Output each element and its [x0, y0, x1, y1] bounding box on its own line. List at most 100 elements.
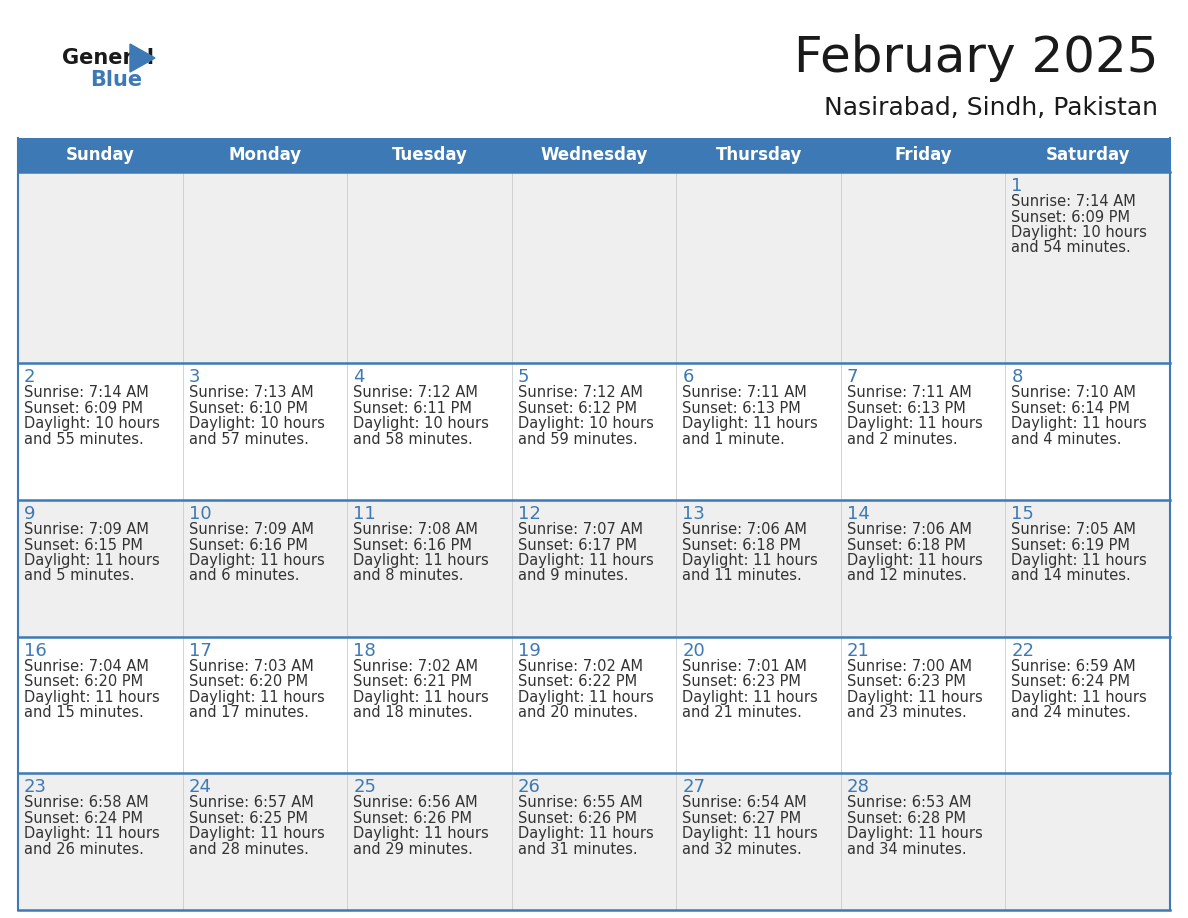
Text: Sunrise: 7:07 AM: Sunrise: 7:07 AM: [518, 522, 643, 537]
Text: 19: 19: [518, 642, 541, 660]
Text: 9: 9: [24, 505, 36, 523]
Text: Sunset: 6:13 PM: Sunset: 6:13 PM: [847, 401, 966, 416]
Text: and 55 minutes.: and 55 minutes.: [24, 431, 144, 447]
Text: and 2 minutes.: and 2 minutes.: [847, 431, 958, 447]
Text: Daylight: 10 hours: Daylight: 10 hours: [353, 417, 489, 431]
Text: Sunrise: 7:01 AM: Sunrise: 7:01 AM: [682, 659, 807, 674]
Text: and 9 minutes.: and 9 minutes.: [518, 568, 628, 584]
Text: 1: 1: [1011, 177, 1023, 195]
Text: Sunset: 6:20 PM: Sunset: 6:20 PM: [24, 674, 143, 689]
Text: Sunrise: 6:54 AM: Sunrise: 6:54 AM: [682, 795, 807, 811]
Text: Daylight: 11 hours: Daylight: 11 hours: [353, 553, 489, 568]
Text: Sunrise: 7:06 AM: Sunrise: 7:06 AM: [682, 522, 807, 537]
Text: Sunrise: 7:10 AM: Sunrise: 7:10 AM: [1011, 386, 1136, 400]
Text: Wednesday: Wednesday: [541, 146, 647, 164]
Text: Sunrise: 6:55 AM: Sunrise: 6:55 AM: [518, 795, 643, 811]
Text: 16: 16: [24, 642, 46, 660]
Text: Sunset: 6:12 PM: Sunset: 6:12 PM: [518, 401, 637, 416]
Text: 14: 14: [847, 505, 870, 523]
Text: Daylight: 11 hours: Daylight: 11 hours: [24, 689, 159, 705]
Text: Sunrise: 6:53 AM: Sunrise: 6:53 AM: [847, 795, 972, 811]
Text: Daylight: 11 hours: Daylight: 11 hours: [682, 417, 819, 431]
Text: Sunrise: 7:09 AM: Sunrise: 7:09 AM: [24, 522, 148, 537]
Text: Daylight: 11 hours: Daylight: 11 hours: [847, 826, 982, 841]
Text: 18: 18: [353, 642, 375, 660]
Text: and 26 minutes.: and 26 minutes.: [24, 842, 144, 856]
Text: and 11 minutes.: and 11 minutes.: [682, 568, 802, 584]
Text: and 18 minutes.: and 18 minutes.: [353, 705, 473, 720]
Text: Daylight: 11 hours: Daylight: 11 hours: [518, 689, 653, 705]
Text: and 15 minutes.: and 15 minutes.: [24, 705, 144, 720]
Text: 21: 21: [847, 642, 870, 660]
Text: 15: 15: [1011, 505, 1035, 523]
Text: Sunrise: 7:14 AM: Sunrise: 7:14 AM: [1011, 194, 1136, 209]
Text: Daylight: 11 hours: Daylight: 11 hours: [1011, 553, 1148, 568]
Text: Friday: Friday: [895, 146, 952, 164]
Text: Sunrise: 7:13 AM: Sunrise: 7:13 AM: [189, 386, 314, 400]
Text: Daylight: 11 hours: Daylight: 11 hours: [1011, 417, 1148, 431]
Text: Sunrise: 7:08 AM: Sunrise: 7:08 AM: [353, 522, 478, 537]
Text: Sunset: 6:25 PM: Sunset: 6:25 PM: [189, 811, 308, 826]
Text: Sunset: 6:10 PM: Sunset: 6:10 PM: [189, 401, 308, 416]
Text: Daylight: 11 hours: Daylight: 11 hours: [682, 553, 819, 568]
Text: Daylight: 10 hours: Daylight: 10 hours: [518, 417, 653, 431]
Text: Daylight: 11 hours: Daylight: 11 hours: [682, 689, 819, 705]
Text: and 59 minutes.: and 59 minutes.: [518, 431, 638, 447]
Text: and 5 minutes.: and 5 minutes.: [24, 568, 134, 584]
Text: Sunrise: 7:11 AM: Sunrise: 7:11 AM: [847, 386, 972, 400]
Text: Daylight: 10 hours: Daylight: 10 hours: [1011, 225, 1148, 240]
Text: and 8 minutes.: and 8 minutes.: [353, 568, 463, 584]
Text: Daylight: 11 hours: Daylight: 11 hours: [1011, 689, 1148, 705]
Text: and 17 minutes.: and 17 minutes.: [189, 705, 309, 720]
Polygon shape: [129, 44, 154, 72]
Text: Daylight: 11 hours: Daylight: 11 hours: [518, 553, 653, 568]
Text: and 28 minutes.: and 28 minutes.: [189, 842, 309, 856]
Text: Sunrise: 6:56 AM: Sunrise: 6:56 AM: [353, 795, 478, 811]
Text: Saturday: Saturday: [1045, 146, 1130, 164]
Text: Sunset: 6:20 PM: Sunset: 6:20 PM: [189, 674, 308, 689]
Text: and 32 minutes.: and 32 minutes.: [682, 842, 802, 856]
Text: Sunset: 6:22 PM: Sunset: 6:22 PM: [518, 674, 637, 689]
Text: 5: 5: [518, 368, 529, 386]
Text: Sunset: 6:09 PM: Sunset: 6:09 PM: [1011, 209, 1131, 225]
Text: Sunset: 6:17 PM: Sunset: 6:17 PM: [518, 538, 637, 553]
Text: Sunset: 6:13 PM: Sunset: 6:13 PM: [682, 401, 801, 416]
Text: and 54 minutes.: and 54 minutes.: [1011, 241, 1131, 255]
Text: Sunset: 6:18 PM: Sunset: 6:18 PM: [847, 538, 966, 553]
Text: 24: 24: [189, 778, 211, 796]
Bar: [18, 500, 1170, 637]
Text: 23: 23: [24, 778, 48, 796]
Text: Daylight: 11 hours: Daylight: 11 hours: [24, 826, 159, 841]
Text: Daylight: 11 hours: Daylight: 11 hours: [847, 689, 982, 705]
Text: Sunset: 6:14 PM: Sunset: 6:14 PM: [1011, 401, 1130, 416]
Text: 10: 10: [189, 505, 211, 523]
Text: and 14 minutes.: and 14 minutes.: [1011, 568, 1131, 584]
Text: Sunset: 6:18 PM: Sunset: 6:18 PM: [682, 538, 801, 553]
Text: Daylight: 10 hours: Daylight: 10 hours: [189, 417, 324, 431]
Text: Sunrise: 7:05 AM: Sunrise: 7:05 AM: [1011, 522, 1136, 537]
Text: Daylight: 11 hours: Daylight: 11 hours: [847, 417, 982, 431]
Text: Daylight: 11 hours: Daylight: 11 hours: [518, 826, 653, 841]
Text: Daylight: 11 hours: Daylight: 11 hours: [353, 689, 489, 705]
Text: 12: 12: [518, 505, 541, 523]
Text: and 29 minutes.: and 29 minutes.: [353, 842, 473, 856]
Text: Sunset: 6:16 PM: Sunset: 6:16 PM: [189, 538, 308, 553]
Text: Tuesday: Tuesday: [392, 146, 467, 164]
Text: February 2025: February 2025: [794, 34, 1158, 82]
Text: Sunset: 6:19 PM: Sunset: 6:19 PM: [1011, 538, 1130, 553]
Text: Sunset: 6:11 PM: Sunset: 6:11 PM: [353, 401, 472, 416]
Text: 4: 4: [353, 368, 365, 386]
Text: Sunday: Sunday: [65, 146, 134, 164]
Text: Sunrise: 6:59 AM: Sunrise: 6:59 AM: [1011, 659, 1136, 674]
Bar: [18, 773, 1170, 910]
Bar: [18, 138, 1170, 172]
Text: Sunrise: 6:58 AM: Sunrise: 6:58 AM: [24, 795, 148, 811]
Text: and 6 minutes.: and 6 minutes.: [189, 568, 299, 584]
Text: Sunset: 6:26 PM: Sunset: 6:26 PM: [353, 811, 472, 826]
Text: Sunset: 6:21 PM: Sunset: 6:21 PM: [353, 674, 472, 689]
Text: and 34 minutes.: and 34 minutes.: [847, 842, 967, 856]
Text: 13: 13: [682, 505, 706, 523]
Text: 8: 8: [1011, 368, 1023, 386]
Text: and 23 minutes.: and 23 minutes.: [847, 705, 967, 720]
Text: Daylight: 11 hours: Daylight: 11 hours: [682, 826, 819, 841]
